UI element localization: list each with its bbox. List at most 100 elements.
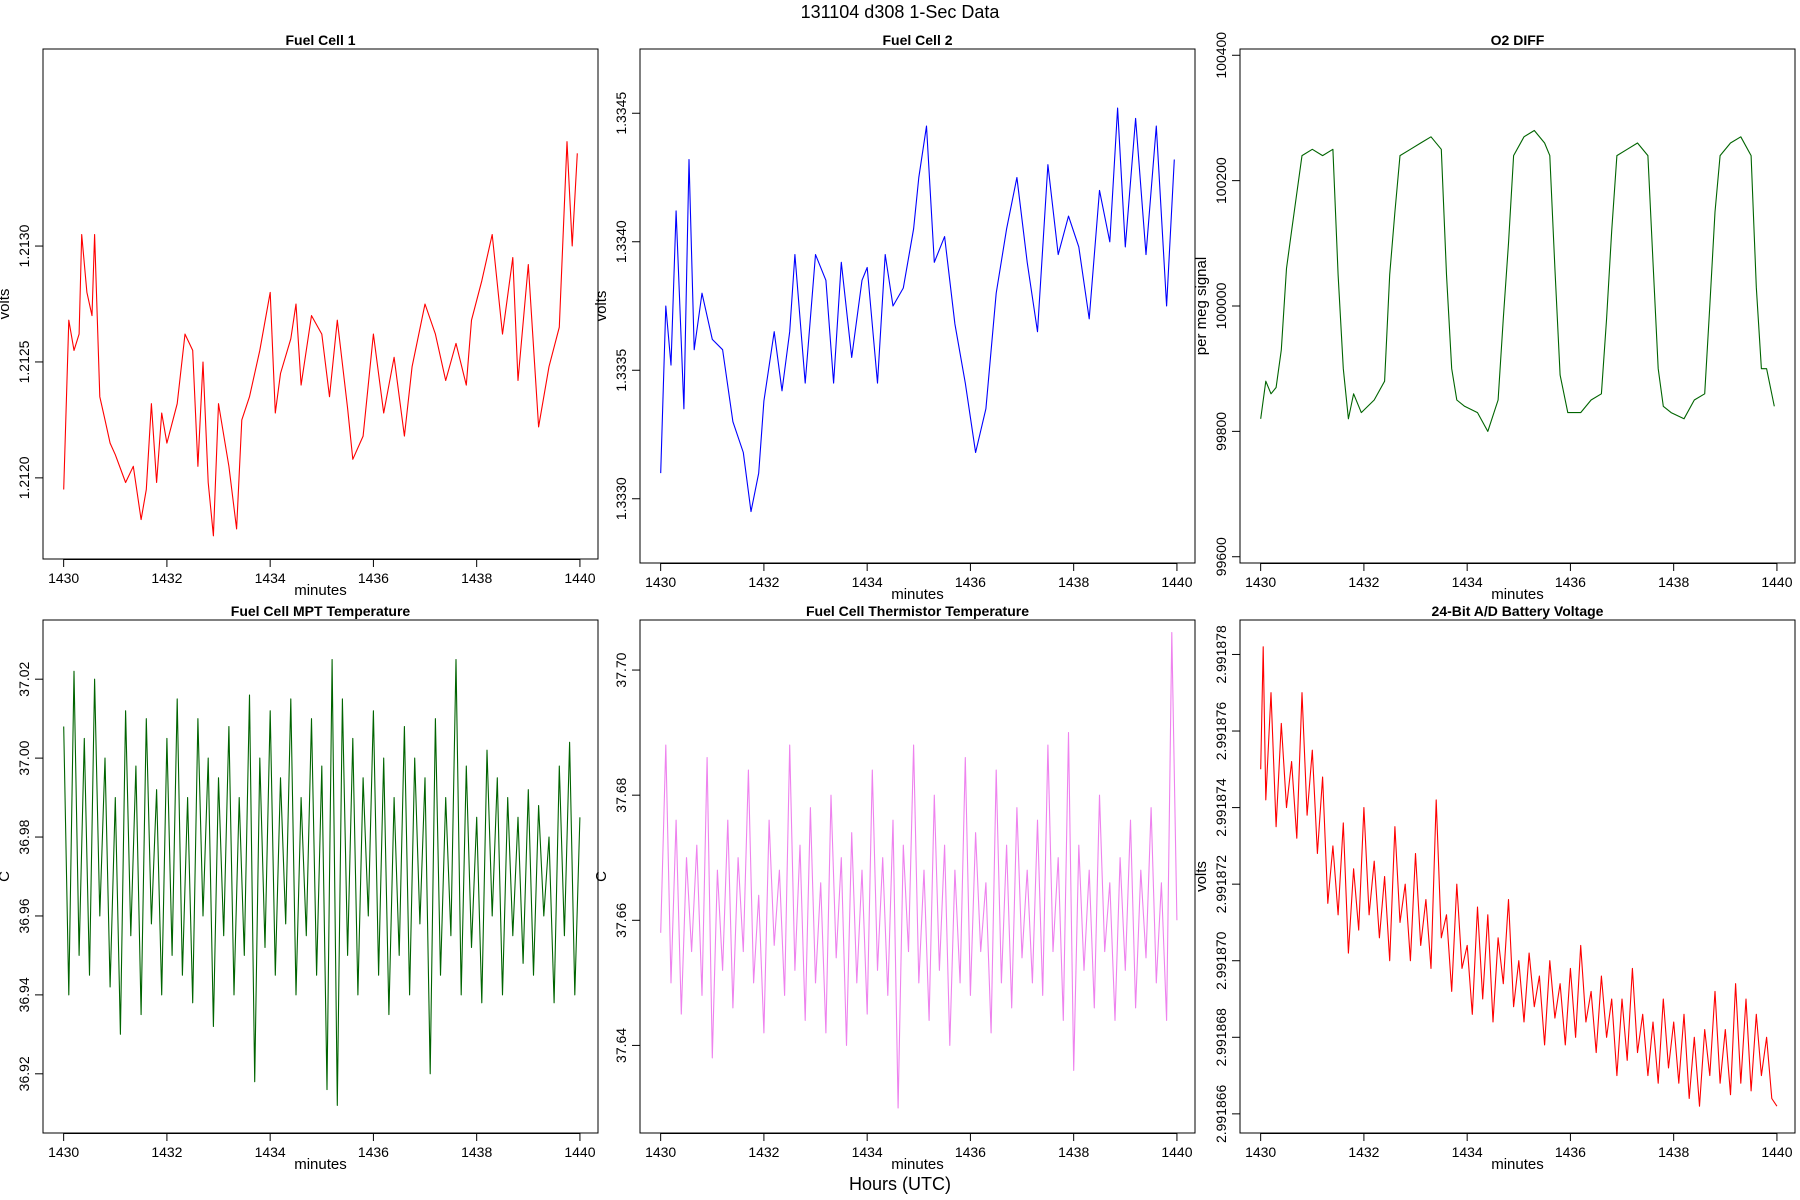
y-tick-label: 1.2125 xyxy=(16,340,32,383)
y-tick-label: 99600 xyxy=(1213,537,1229,576)
y-tick-label: 1.3345 xyxy=(613,92,629,135)
x-tick-label: 1438 xyxy=(1058,1144,1089,1160)
panel-title: 24-Bit A/D Battery Voltage xyxy=(1432,603,1604,619)
y-tick-label: 37.00 xyxy=(16,740,32,775)
y-axis-label: C xyxy=(593,871,610,882)
panel-title: Fuel Cell 1 xyxy=(285,32,355,48)
y-tick-label: 37.64 xyxy=(613,1028,629,1063)
x-tick-label: 1432 xyxy=(748,574,779,590)
series-line-1 xyxy=(660,631,1178,1109)
x-tick-label: 1432 xyxy=(1348,574,1379,590)
panel-title: Fuel Cell 2 xyxy=(882,32,952,48)
x-tick-label: 1430 xyxy=(645,1144,676,1160)
plot-frame xyxy=(42,619,599,1134)
panel-title: Fuel Cell Thermistor Temperature xyxy=(806,603,1029,619)
x-tick-label: 1436 xyxy=(358,570,389,586)
x-tick-label: 1434 xyxy=(1452,1144,1483,1160)
x-tick-label: 1438 xyxy=(461,1144,492,1160)
x-tick-label: 1432 xyxy=(151,1144,182,1160)
y-tick-label: 2.991866 xyxy=(1213,1084,1229,1143)
x-tick-label: 1440 xyxy=(1161,574,1192,590)
x-tick-label: 1436 xyxy=(1555,574,1586,590)
y-tick-label: 99800 xyxy=(1213,412,1229,451)
y-tick-label: 37.66 xyxy=(613,903,629,938)
y-tick-label: 36.96 xyxy=(16,898,32,933)
y-tick-label: 1.2120 xyxy=(16,456,32,499)
panel-6: 24-Bit A/D Battery Voltage 1430 1432 1434 14… xyxy=(1193,603,1796,1173)
x-tick-label: 1430 xyxy=(48,1144,79,1160)
plot-frame xyxy=(1239,48,1796,564)
x-axis-label: minutes xyxy=(294,582,347,599)
y-axis-label: volts xyxy=(0,289,13,320)
x-tick-label: 1438 xyxy=(1058,574,1089,590)
x-tick-label: 1440 xyxy=(564,570,595,586)
panel-1: Fuel Cell 1 1430 1432 1434 1436 1438 1440 minut… xyxy=(0,32,599,599)
x-tick-label: 1432 xyxy=(1348,1144,1379,1160)
x-tick-label: 1434 xyxy=(255,570,286,586)
y-tick-label: 100200 xyxy=(1213,157,1229,204)
panel-title: Fuel Cell MPT Temperature xyxy=(231,603,411,619)
x-tick-label: 1436 xyxy=(358,1144,389,1160)
x-tick-label: 1436 xyxy=(955,1144,986,1160)
x-tick-label: 1438 xyxy=(1658,1144,1689,1160)
panel-4: Fuel Cell MPT Temperature 1430 1432 1434 143… xyxy=(0,603,599,1173)
x-tick-label: 1440 xyxy=(1761,574,1792,590)
y-tick-label: 1.2130 xyxy=(16,224,32,267)
x-tick-label: 1434 xyxy=(1452,574,1483,590)
y-tick-label: 36.94 xyxy=(16,977,32,1012)
x-tick-label: 1436 xyxy=(955,574,986,590)
y-axis-label: C xyxy=(0,871,13,882)
y-tick-label: 2.991874 xyxy=(1213,778,1229,837)
y-tick-label: 37.70 xyxy=(613,652,629,687)
y-tick-label: 36.92 xyxy=(16,1056,32,1091)
x-tick-label: 1440 xyxy=(1761,1144,1792,1160)
y-tick-label: 1.3330 xyxy=(613,477,629,520)
series-line-1 xyxy=(660,107,1175,513)
y-tick-label: 37.68 xyxy=(613,777,629,812)
y-tick-label: 2.991876 xyxy=(1213,702,1229,761)
panel-2: Fuel Cell 2 1430 1432 1434 1436 1438 1440 minut… xyxy=(593,32,1196,603)
x-tick-label: 1432 xyxy=(151,570,182,586)
series-line-1 xyxy=(63,141,578,537)
x-axis-label: minutes xyxy=(1491,1156,1544,1173)
x-tick-label: 1434 xyxy=(852,1144,883,1160)
panel-grid: Fuel Cell 1 1430 1432 1434 1436 1438 1440 minut… xyxy=(0,32,1796,1173)
plot-frame xyxy=(1239,619,1796,1134)
panel-3: O2 DIFF 1430 1432 1434 1436 1438 1440 minutes 99… xyxy=(1193,32,1796,603)
y-tick-label: 1.3335 xyxy=(613,349,629,392)
panel-title: O2 DIFF xyxy=(1491,32,1545,48)
x-tick-label: 1438 xyxy=(461,570,492,586)
y-tick-label: 37.02 xyxy=(16,661,32,696)
y-tick-label: 100400 xyxy=(1213,32,1229,79)
y-tick-label: 36.98 xyxy=(16,819,32,854)
y-tick-label: 2.991868 xyxy=(1213,1008,1229,1067)
x-axis-label: minutes xyxy=(891,586,944,603)
series-line-1 xyxy=(63,658,581,1106)
x-axis-label: minutes xyxy=(891,1156,944,1173)
y-axis-label: per meg signal xyxy=(1193,257,1210,355)
plot-frame xyxy=(639,619,1196,1134)
outer-x-axis-label: Hours (UTC) xyxy=(849,1174,951,1194)
y-tick-label: 2.991870 xyxy=(1213,931,1229,990)
x-tick-label: 1440 xyxy=(1161,1144,1192,1160)
x-axis-label: minutes xyxy=(294,1156,347,1173)
x-tick-label: 1430 xyxy=(1245,1144,1276,1160)
y-tick-label: 1.3340 xyxy=(613,220,629,263)
x-tick-label: 1436 xyxy=(1555,1144,1586,1160)
x-tick-label: 1430 xyxy=(645,574,676,590)
x-tick-label: 1434 xyxy=(255,1144,286,1160)
page-title: 131104 d308 1-Sec Data xyxy=(801,2,1001,22)
y-axis-label: volts xyxy=(1193,861,1210,892)
y-tick-label: 2.991878 xyxy=(1213,625,1229,684)
panel-5: Fuel Cell Thermistor Temperature 1430 1432… xyxy=(593,603,1196,1173)
x-tick-label: 1432 xyxy=(748,1144,779,1160)
x-tick-label: 1440 xyxy=(564,1144,595,1160)
y-axis-label: volts xyxy=(593,291,610,322)
plot-frame xyxy=(639,48,1196,564)
x-tick-label: 1438 xyxy=(1658,574,1689,590)
y-tick-label: 100000 xyxy=(1213,282,1229,329)
series-line-1 xyxy=(1260,646,1778,1107)
series-line-1 xyxy=(1260,129,1775,432)
x-axis-label: minutes xyxy=(1491,586,1544,603)
